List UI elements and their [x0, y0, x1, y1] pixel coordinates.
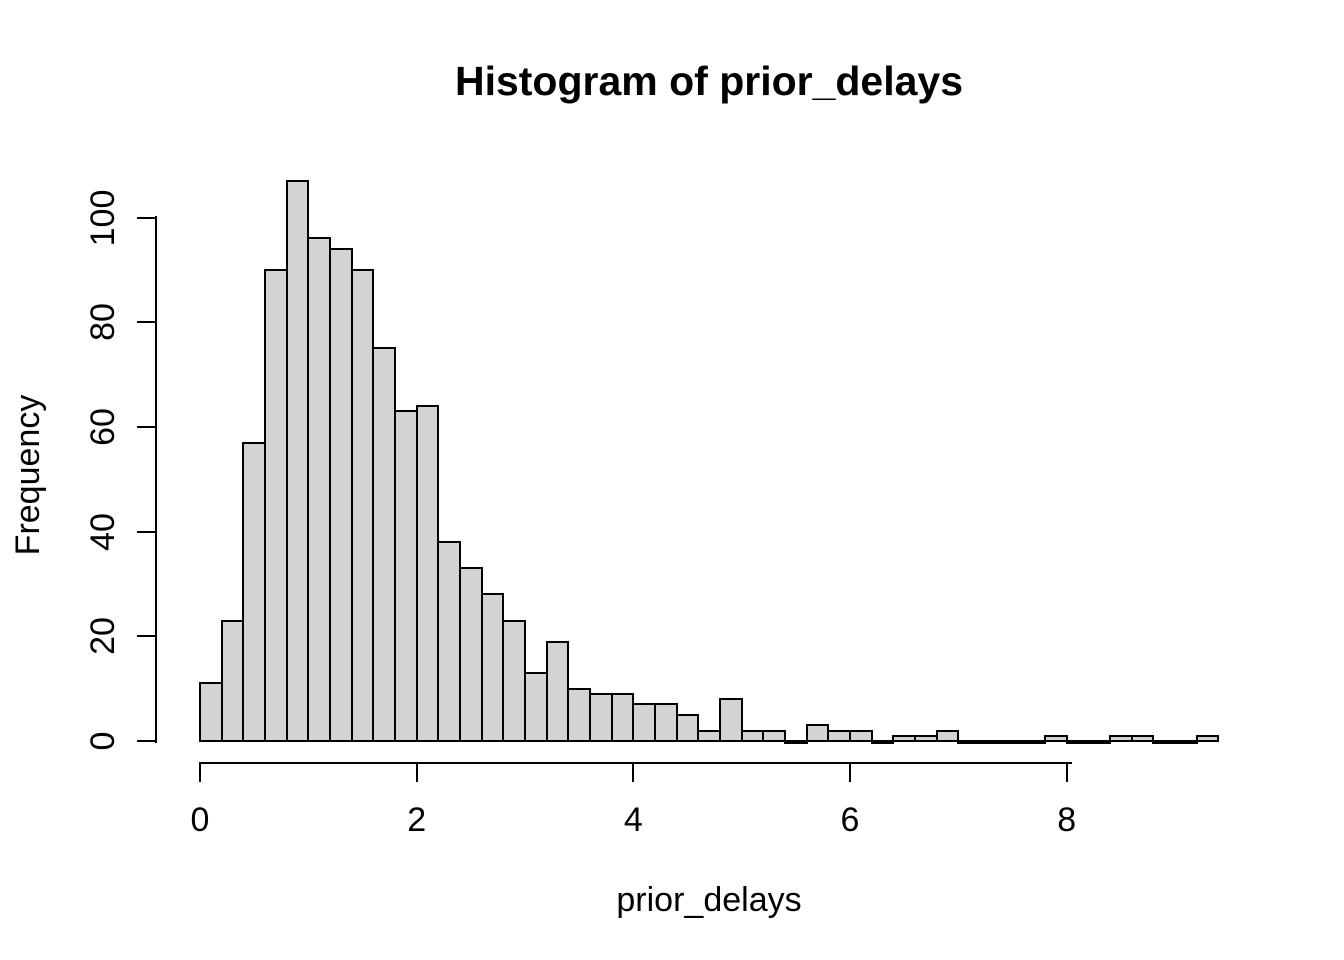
histogram-bar [632, 703, 656, 742]
x-axis-tick-label: 0 [190, 801, 210, 839]
histogram-bar [783, 740, 808, 744]
histogram-bar [285, 179, 310, 742]
x-axis-tick-label: 4 [623, 801, 643, 839]
histogram-bar [610, 692, 635, 742]
histogram-bar [1000, 740, 1025, 744]
chart-title: Histogram of prior_delays [454, 58, 964, 104]
histogram-bar [870, 740, 895, 744]
histogram-bar [415, 404, 440, 742]
x-axis-tick-label: 2 [407, 801, 427, 839]
histogram-bar [242, 441, 266, 742]
histogram-bar [697, 729, 721, 742]
y-axis-tick [137, 530, 157, 533]
x-axis-tick [415, 762, 418, 782]
histogram-bar [263, 268, 288, 742]
y-axis-tick [137, 635, 157, 638]
y-axis-tick-label: 100 [84, 189, 122, 246]
histogram-bar [1152, 740, 1176, 744]
histogram-bar [762, 729, 786, 742]
histogram-bar [588, 692, 613, 742]
histogram-bar [1173, 740, 1198, 744]
x-axis-tick [1065, 762, 1068, 782]
histogram-bar [913, 734, 938, 742]
histogram-bar [372, 347, 396, 742]
histogram-bar [545, 640, 570, 742]
histogram-bar [1108, 734, 1133, 742]
histogram-bar [350, 268, 375, 742]
histogram-bar [220, 619, 245, 742]
x-axis-label: prior_delays [616, 881, 802, 919]
histogram-bar [675, 713, 700, 742]
x-axis-line [199, 762, 1072, 764]
y-axis-label: Frequency [9, 394, 47, 556]
histogram-bar [1022, 740, 1046, 744]
histogram-bar [935, 729, 960, 742]
histogram-bar [393, 410, 418, 742]
histogram-bar [1195, 734, 1220, 742]
histogram-bar [1130, 734, 1155, 742]
x-axis-tick [199, 762, 201, 782]
histogram-bar [1043, 734, 1068, 742]
x-axis-tick-label: 8 [1057, 801, 1077, 839]
y-axis-tick [137, 216, 157, 219]
x-axis-tick-label: 6 [840, 801, 860, 839]
y-axis-tick-label: 0 [84, 731, 122, 751]
x-axis-tick [848, 762, 851, 782]
histogram-bar [740, 729, 765, 742]
histogram-bar [827, 729, 851, 742]
histogram-bar [848, 729, 873, 742]
y-axis-tick-label: 40 [84, 512, 122, 551]
histogram-bar [653, 703, 678, 742]
y-axis-tick [137, 321, 157, 324]
histogram-bar [805, 724, 830, 742]
y-axis-tick [137, 425, 157, 428]
histogram-bar [1087, 740, 1111, 744]
y-axis-tick-label: 20 [84, 617, 122, 656]
y-axis-line [155, 216, 157, 743]
histogram-bar [1065, 740, 1090, 744]
x-axis-tick [632, 762, 635, 782]
histogram-bar [502, 619, 526, 742]
histogram-bar [523, 671, 548, 742]
histogram-bar [957, 740, 981, 744]
histogram-bar [892, 734, 916, 742]
y-axis-tick-label: 60 [84, 407, 122, 446]
y-axis-tick [137, 740, 157, 742]
histogram-bar [328, 247, 353, 742]
histogram-bar [458, 567, 483, 742]
histogram-bar [199, 682, 223, 742]
histogram-bar [718, 698, 743, 742]
histogram-bar [567, 687, 591, 742]
histogram-bar [307, 237, 331, 742]
histogram-bar [437, 541, 461, 742]
histogram-bar [480, 593, 505, 742]
y-axis-tick-label: 80 [84, 303, 122, 342]
histogram-bar [978, 740, 1003, 744]
